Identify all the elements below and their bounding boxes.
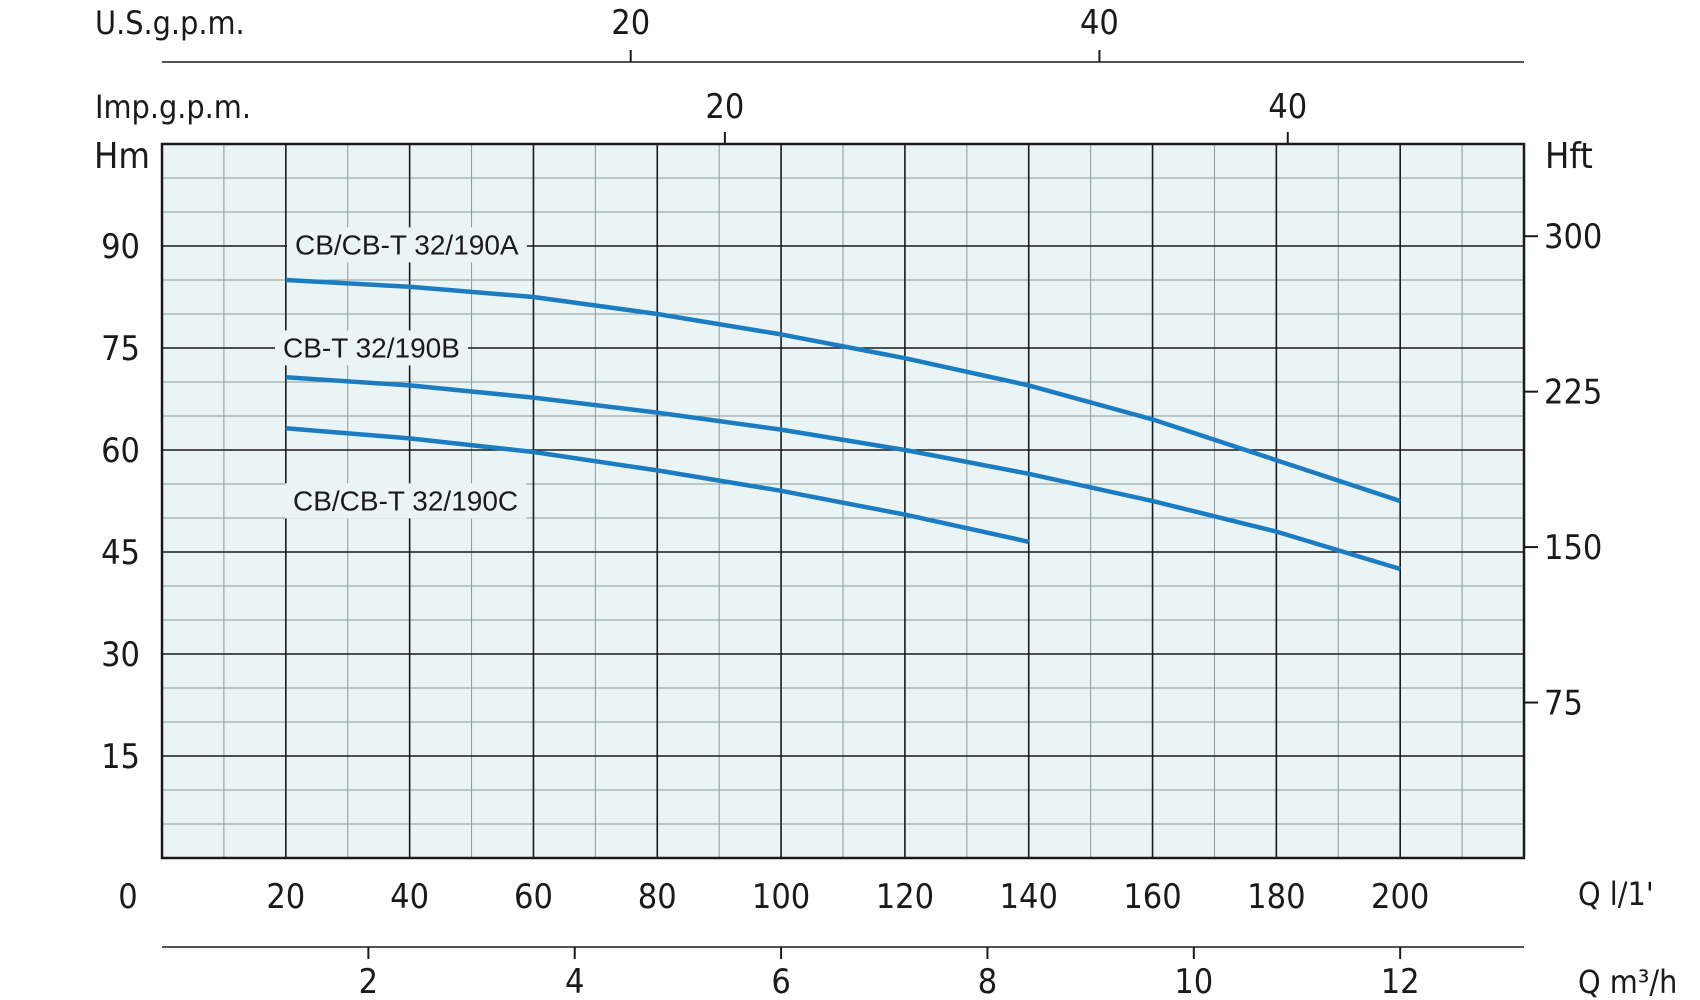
top-tick-label-imp: 20: [705, 87, 744, 127]
y-tick-label-right: 300: [1544, 217, 1602, 257]
x-tick-label: 20: [266, 877, 305, 917]
top-tick-label-imp: 40: [1268, 87, 1307, 127]
x-tick-label: 40: [390, 877, 429, 917]
y-axis-label-left: Hm: [94, 136, 150, 177]
y-tick-label-left: 60: [101, 431, 140, 471]
x-tick-label: 60: [514, 877, 553, 917]
y-tick-label-right: 75: [1544, 684, 1583, 724]
x-tick-label: 200: [1371, 877, 1429, 917]
y-tick-label-left: 15: [101, 737, 140, 777]
x-tick-label: 180: [1247, 877, 1305, 917]
y-axis-label-right: Hft: [1545, 136, 1593, 177]
series-line-1: [285, 277, 1401, 504]
y-tick-label-right: 225: [1544, 373, 1602, 413]
x-tick-label: 140: [1000, 877, 1058, 917]
x-tick-label-m3h: 6: [771, 962, 790, 1000]
series-label-background: [287, 227, 527, 263]
x-tick-label: 80: [638, 877, 677, 917]
x-tick-label-m3h: 10: [1174, 962, 1213, 1000]
series-label-1: CB/CB-T 32/190A: [295, 229, 519, 260]
plot-frame: [160, 142, 1526, 860]
series-label-background: [285, 483, 527, 519]
x-tick-label: 100: [752, 877, 810, 917]
x-tick-label: 160: [1123, 877, 1181, 917]
x-axis-label-m3h: Q m³/h: [1578, 963, 1677, 1000]
y-tick-label-left: 45: [101, 533, 140, 573]
top-axis-label-imp: Imp.g.p.m.: [95, 88, 251, 126]
x-tick-label-m3h: 2: [359, 962, 378, 1000]
series-label-background: [275, 330, 468, 366]
x-tick-label-m3h: 4: [565, 962, 584, 1000]
series-line-2: [285, 374, 1401, 572]
series-label-3: CB/CB-T 32/190C: [293, 485, 518, 516]
top-tick-label-us: 40: [1080, 3, 1119, 43]
top-tick-label-us: 20: [611, 3, 650, 43]
x-axis-label: Q l/1': [1578, 875, 1654, 913]
y-tick-label-left: 75: [101, 329, 140, 369]
y-tick-label-right: 150: [1544, 528, 1602, 568]
x-tick-label-m3h: 8: [978, 962, 997, 1000]
x-tick-label: 120: [876, 877, 934, 917]
x-tick-label: 0: [118, 877, 137, 917]
y-tick-label-left: 90: [101, 227, 140, 267]
top-axis-label-us: U.S.g.p.m.: [95, 4, 245, 42]
series-label-2: CB-T 32/190B: [283, 332, 460, 363]
x-tick-label-m3h: 12: [1381, 962, 1420, 1000]
y-tick-label-left: 30: [101, 635, 140, 675]
